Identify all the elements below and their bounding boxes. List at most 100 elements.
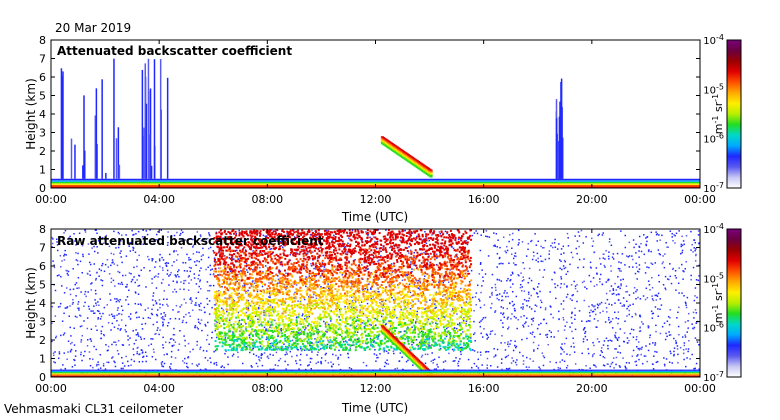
- heatmap-cell: [136, 352, 138, 355]
- heatmap-cell: [237, 314, 240, 317]
- heatmap-cell: [154, 358, 157, 361]
- heatmap-cell: [222, 309, 225, 311]
- heatmap-cell: [582, 266, 585, 268]
- heatmap-cell: [502, 313, 504, 316]
- heatmap-cell: [563, 267, 566, 270]
- heatmap-cell: [303, 265, 306, 268]
- heatmap-cell: [166, 236, 169, 238]
- heatmap-cell: [655, 231, 657, 233]
- heatmap-cell: [639, 314, 641, 316]
- heatmap-cell: [560, 346, 562, 349]
- heatmap-cell: [156, 321, 158, 323]
- heatmap-cell: [687, 348, 690, 350]
- heatmap-cell: [232, 323, 235, 326]
- heatmap-cell: [358, 258, 361, 261]
- heatmap-cell: [249, 351, 251, 354]
- heatmap-cell: [137, 303, 140, 306]
- heatmap-cell: [348, 339, 350, 341]
- heatmap-cell: [84, 231, 87, 233]
- heatmap-cell: [399, 352, 402, 354]
- heatmap-cell: [185, 321, 188, 324]
- heatmap-cell: [562, 265, 565, 267]
- heatmap-cell: [437, 317, 440, 320]
- heatmap-cell: [340, 345, 343, 348]
- heatmap-cell: [394, 255, 397, 258]
- heatmap-cell: [326, 288, 329, 291]
- heatmap-cell: [491, 291, 493, 294]
- heatmap-cell: [688, 339, 690, 342]
- heatmap-cell: [512, 262, 515, 264]
- heatmap-cell: [647, 325, 649, 327]
- heatmap-cell: [278, 328, 281, 331]
- heatmap-cell: [425, 317, 428, 320]
- heatmap-cell: [341, 335, 343, 338]
- heatmap-cell: [175, 304, 178, 307]
- heatmap-cell: [384, 255, 387, 258]
- heatmap-cell: [457, 336, 460, 339]
- heatmap-cell: [332, 336, 335, 339]
- heatmap-cell: [674, 274, 677, 277]
- heatmap-cell: [77, 276, 80, 279]
- heatmap-cell: [94, 289, 97, 292]
- heatmap-cell: [675, 289, 677, 291]
- heatmap-cell: [406, 274, 408, 277]
- heatmap-cell: [408, 276, 411, 279]
- heatmap-cell: [369, 261, 372, 264]
- heatmap-cell: [170, 356, 173, 358]
- heatmap-cell: [610, 270, 612, 272]
- heatmap-cell: [508, 367, 511, 370]
- heatmap-cell: [665, 332, 667, 335]
- heatmap-cell: [185, 313, 187, 316]
- heatmap-cell: [207, 321, 209, 324]
- heatmap-cell: [377, 356, 379, 359]
- heatmap-cell: [237, 351, 239, 354]
- heatmap-cell: [526, 337, 528, 340]
- heatmap-cell: [657, 315, 659, 317]
- heatmap-cell: [110, 252, 113, 255]
- heatmap-cell: [427, 338, 430, 341]
- heatmap-cell: [264, 272, 267, 275]
- heatmap-cell: [135, 334, 138, 336]
- heatmap-cell: [311, 229, 313, 232]
- heatmap-cell: [386, 321, 389, 324]
- heatmap-cell: [654, 350, 656, 353]
- heatmap-cell: [288, 324, 291, 327]
- heatmap-cell: [364, 313, 367, 316]
- heatmap-cell: [427, 237, 430, 240]
- heatmap-cell: [395, 244, 398, 247]
- heatmap-cell: [427, 318, 429, 321]
- heatmap-cell: [592, 310, 595, 313]
- heatmap-cell: [692, 266, 695, 269]
- heatmap-cell: [625, 285, 628, 287]
- heatmap-cell: [438, 231, 441, 233]
- heatmap-cell: [509, 286, 512, 289]
- heatmap-cell: [571, 299, 573, 302]
- heatmap-cell: [435, 327, 438, 330]
- heatmap-cell: [507, 341, 509, 343]
- heatmap-cell: [242, 296, 245, 299]
- heatmap-cell: [423, 341, 426, 343]
- heatmap-cell: [639, 298, 642, 300]
- heatmap-cell: [608, 319, 610, 321]
- heatmap-cell: [202, 247, 204, 250]
- heatmap-cell: [299, 320, 302, 323]
- heatmap-cell: [268, 296, 270, 298]
- heatmap-cell: [266, 252, 269, 255]
- heatmap-cell: [114, 365, 117, 368]
- heatmap-cell: [153, 59, 156, 179]
- heatmap-cell: [385, 251, 388, 254]
- heatmap-cell: [589, 320, 591, 322]
- heatmap-cell: [309, 234, 312, 236]
- heatmap-cell: [514, 309, 516, 312]
- heatmap-cell: [638, 235, 641, 238]
- heatmap-cell: [65, 254, 67, 256]
- heatmap-cell: [352, 285, 355, 288]
- heatmap-cell: [295, 316, 298, 319]
- heatmap-cell: [532, 317, 535, 320]
- heatmap-cell: [585, 236, 587, 238]
- heatmap-cell: [80, 291, 82, 293]
- heatmap-cell: [683, 358, 685, 361]
- heatmap-cell: [366, 258, 369, 261]
- heatmap-cell: [245, 302, 248, 305]
- heatmap-cell: [431, 234, 433, 236]
